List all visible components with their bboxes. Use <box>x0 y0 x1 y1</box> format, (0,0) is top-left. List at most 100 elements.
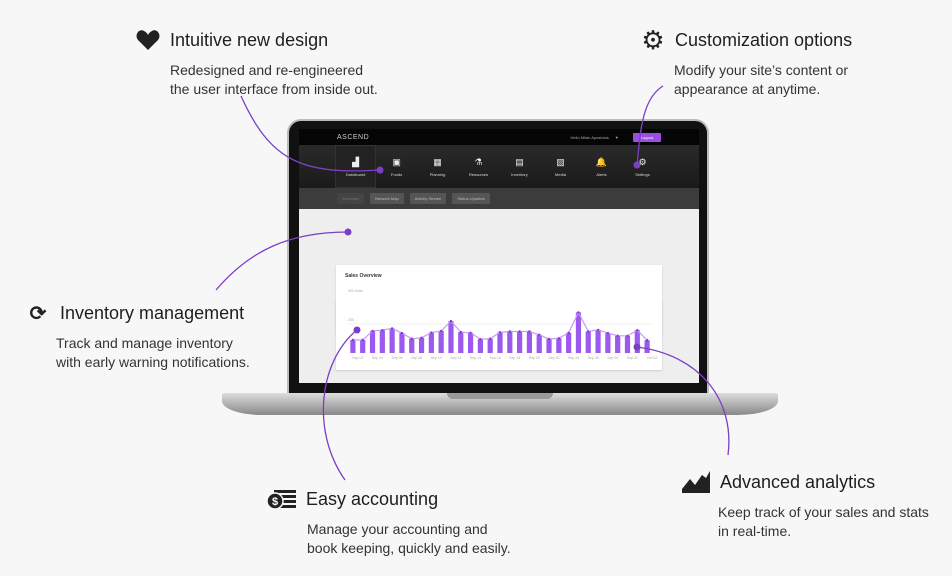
feature-body: Manage your accounting and <box>307 521 488 537</box>
feature-accounting: $ Easy accounting Manage your accounting … <box>266 486 511 558</box>
bar <box>624 335 631 353</box>
bar <box>615 335 621 353</box>
chevron-down-icon[interactable]: ▼ <box>614 134 619 140</box>
subnav-tab[interactable]: Status Updates <box>452 193 490 204</box>
resources-icon: ⚗ <box>474 156 483 167</box>
funds-icon: ▣ <box>392 156 401 167</box>
nav-label: Dashboard <box>345 171 366 177</box>
data-point <box>420 336 423 340</box>
nav-item-inventory[interactable]: ▤ Inventory <box>499 145 540 188</box>
nav-item-resources[interactable]: ⚗ Resources <box>458 145 499 188</box>
feature-inventory: ⟳ Inventory management Track and manage i… <box>26 300 250 372</box>
y-tick-label: 500 Units <box>348 289 363 293</box>
data-point <box>547 337 551 341</box>
data-point <box>616 334 619 338</box>
bar <box>467 332 474 353</box>
data-point <box>459 330 462 334</box>
data-point <box>518 330 521 333</box>
svg-text:$: $ <box>272 496 278 508</box>
nav-item-planning[interactable]: ▦ Planning <box>417 145 458 188</box>
feature-title: Customization options <box>675 29 853 50</box>
nav-label: Funds <box>391 171 403 177</box>
app-logo: ASCEND <box>337 133 370 141</box>
x-tick-label: Sep 12 <box>450 356 461 360</box>
subnav-tab[interactable]: Activity Stream <box>409 193 447 204</box>
x-tick-label: Sep 16 <box>490 356 501 360</box>
data-point <box>636 328 639 332</box>
nav-item-media[interactable]: ▨ Media <box>540 145 581 188</box>
bar <box>350 340 356 353</box>
bar <box>575 312 582 353</box>
data-point <box>577 311 580 314</box>
feature-title: Intuitive new design <box>170 29 329 50</box>
gear-icon: ⚙ <box>641 24 665 55</box>
bar <box>487 338 493 353</box>
logout-button[interactable]: Logout <box>632 132 661 142</box>
feature-title: Advanced analytics <box>720 471 876 492</box>
bar <box>477 339 483 353</box>
bar <box>418 337 425 353</box>
subnav-tab[interactable]: Summary <box>337 193 365 204</box>
nav-item-funds[interactable]: ▣ Funds <box>376 145 417 188</box>
chart-icon <box>682 470 710 494</box>
nav-item-alerts[interactable]: 🔔 Alerts <box>581 145 622 188</box>
laptop: ASCEND Hello Milan Apostolos ▼ Logout ▟ D… <box>287 119 709 395</box>
dashboard-icon: ▟ <box>352 156 359 167</box>
bar <box>448 321 454 353</box>
feature-body: Modify your site’s content or <box>674 62 849 78</box>
subnav-tab[interactable]: Network Map <box>370 193 404 204</box>
x-tick-label: Oct 02 <box>647 356 657 360</box>
data-point <box>400 331 404 335</box>
bar <box>360 340 366 353</box>
x-tick-label: Sep 02 <box>352 356 363 360</box>
feature-body: appearance at anytime. <box>674 81 821 97</box>
nav-item-settings[interactable]: ⚙ Settings <box>622 145 663 188</box>
nav-item-dashboard[interactable]: ▟ Dashboard <box>335 145 377 188</box>
bar <box>399 333 405 353</box>
user-greeting[interactable]: Hello Milan Apostolos <box>570 134 609 140</box>
data-point <box>361 338 364 342</box>
x-tick-label: Sep 10 <box>431 356 442 360</box>
x-tick-label: Sep 14 <box>470 356 481 360</box>
feature-body: Keep track of your sales and stats <box>718 504 929 520</box>
data-point <box>528 330 531 333</box>
money-icon: $ <box>266 487 296 511</box>
settings-icon: ⚙ <box>638 156 647 167</box>
feature-title: Easy accounting <box>306 488 439 509</box>
data-point <box>449 319 453 323</box>
data-point <box>498 331 502 334</box>
data-point <box>469 331 472 335</box>
data-point <box>351 338 355 342</box>
feature-body: with early warning notifications. <box>56 354 250 370</box>
nav-label: Resources <box>468 171 489 177</box>
heart-icon <box>136 28 160 52</box>
feature-analytics: Advanced analytics Keep track of your sa… <box>682 469 929 541</box>
feature-customization: ⚙ Customization options Modify your site’… <box>641 24 853 99</box>
bar <box>517 331 523 353</box>
x-tick-label: Sep 30 <box>627 356 638 360</box>
bar <box>379 330 385 353</box>
feature-body: book keeping, quickly and easily. <box>307 540 511 556</box>
x-tick-label: Sep 20 <box>529 356 540 360</box>
feature-title: Inventory management <box>60 302 245 323</box>
data-point <box>567 331 570 335</box>
data-point <box>390 327 394 330</box>
bar <box>497 332 503 353</box>
bar <box>644 340 650 353</box>
nav-label: Inventory <box>511 171 528 177</box>
top-bar: ASCEND Hello Milan Apostolos ▼ Logout <box>299 129 699 145</box>
nav-label: Media <box>555 171 566 177</box>
feature-body: Redesigned and re-engineered <box>170 62 364 78</box>
data-point <box>606 331 610 335</box>
bar <box>389 328 395 353</box>
bar <box>428 332 434 353</box>
data-point <box>596 328 600 332</box>
planning-icon: ▦ <box>433 156 442 167</box>
bar <box>634 330 640 353</box>
nav-label: Alerts <box>596 171 607 177</box>
bar <box>566 332 572 353</box>
main-nav: ▟ Dashboard ▣ Funds ▦ Planning ⚗ Resources ▤ Inve… <box>299 145 699 188</box>
bar <box>438 330 444 353</box>
x-tick-label: Sep 08 <box>411 356 422 360</box>
data-point <box>410 337 413 340</box>
